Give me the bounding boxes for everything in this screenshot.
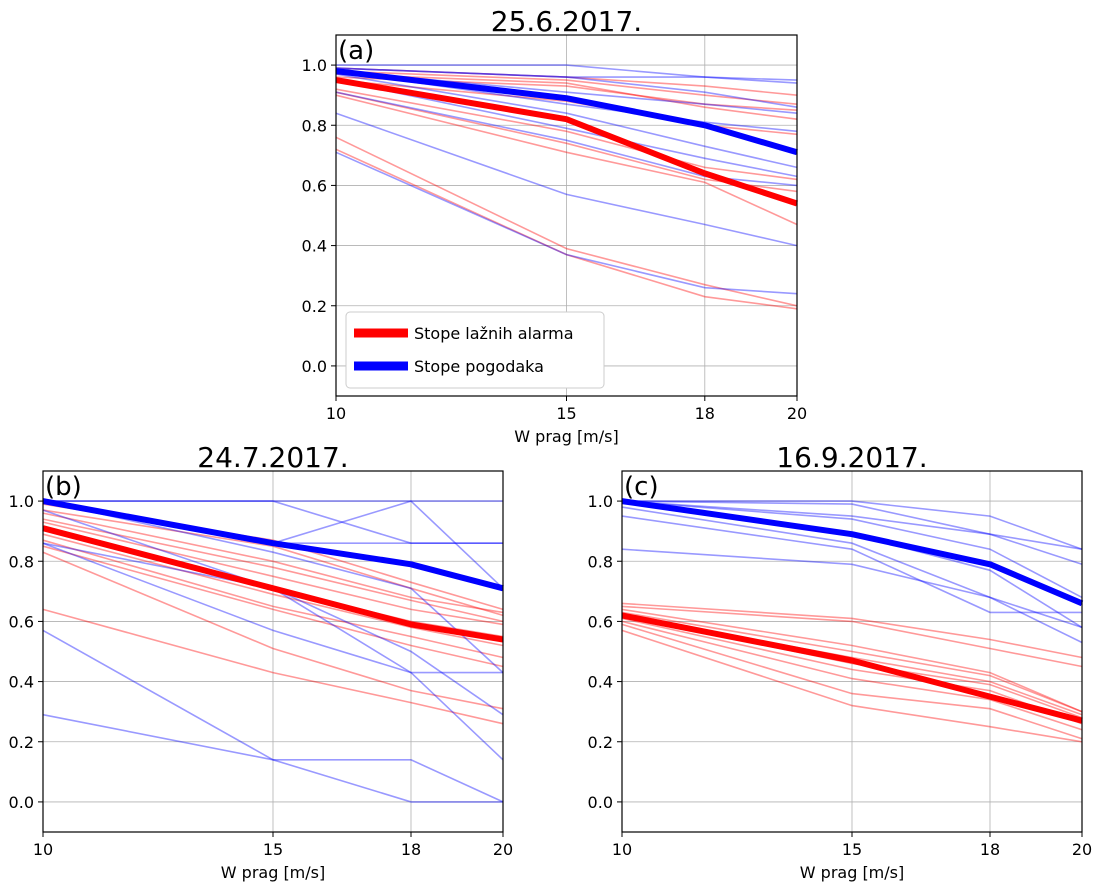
false-alarm-member-line (42, 509, 504, 617)
chart-title: 24.7.2017. (197, 441, 348, 474)
y-tick-label: 0.6 (302, 176, 327, 195)
legend-label-false-alarm: Stope lažnih alarma (414, 324, 574, 343)
hit-mean-line (42, 498, 504, 592)
hit-member-line (621, 548, 1083, 644)
y-tick-label: 0.8 (302, 116, 327, 135)
false-alarm-member-line (621, 629, 1083, 743)
hit-member-line (335, 67, 798, 84)
false-alarm-member-line (335, 148, 798, 310)
hit-member-line (621, 500, 1083, 566)
x-tick-label: 15 (842, 840, 862, 859)
false-alarm-member-line (42, 521, 504, 626)
hit-member-line (621, 500, 1083, 550)
false-alarm-member-line (621, 623, 1083, 740)
false-alarm-member-line (42, 533, 504, 647)
false-alarm-member-line (42, 545, 504, 668)
false-alarm-member-line (335, 94, 798, 226)
x-tick-label: 18 (695, 404, 715, 423)
y-tick-label: 1.0 (302, 56, 327, 75)
false-alarm-member-line (42, 551, 504, 710)
false-alarm-member-line (42, 539, 504, 659)
hit-mean-line (335, 68, 798, 156)
y-tick-label: 0.2 (302, 297, 327, 316)
false-alarm-member-line (335, 136, 798, 307)
false-alarm-member-line (335, 73, 798, 120)
panel-label: (a) (338, 36, 374, 66)
hit-member-line (335, 67, 798, 108)
hit-member-line (336, 64, 798, 81)
y-tick-label: 0.8 (588, 552, 613, 571)
false-alarm-member-line (42, 608, 504, 725)
x-tick-label: 10 (612, 840, 632, 859)
hit-member-line (621, 506, 1083, 629)
x-axis-label: W prag [m/s] (800, 863, 904, 882)
y-tick-label: 0.0 (9, 793, 34, 812)
false-alarm-member-line (335, 67, 798, 96)
y-tick-label: 1.0 (588, 492, 613, 511)
legend: Stope lažnih alarma Stope pogodaka (345, 311, 605, 389)
hit-member-line (621, 500, 1083, 599)
hit-member-line (42, 713, 503, 803)
x-tick-label: 20 (493, 840, 513, 859)
false-alarm-mean-line (42, 525, 504, 643)
x-axis-label: W prag [m/s] (221, 863, 325, 882)
y-tick-label: 0.0 (302, 357, 327, 376)
y-tick-label: 0.8 (9, 552, 34, 571)
y-tick-label: 0.2 (9, 733, 34, 752)
hit-member-line (335, 91, 798, 187)
hit-member-line (335, 73, 798, 169)
hit-member-line (42, 542, 504, 761)
hit-member-line (621, 515, 1082, 614)
y-tick-label: 0.4 (302, 237, 327, 256)
false-alarm-member-line (621, 608, 1083, 713)
x-axis-label: W prag [m/s] (514, 427, 618, 446)
hit-mean-line (621, 498, 1084, 607)
false-alarm-member-line (621, 611, 1083, 713)
false-alarm-mean-line (335, 77, 798, 207)
chart-title: 16.9.2017. (776, 441, 927, 474)
x-tick-label: 10 (33, 840, 53, 859)
hit-member-line (43, 500, 503, 545)
false-alarm-member-line (621, 620, 1083, 731)
y-tick-label: 0.4 (588, 673, 613, 692)
x-tick-label: 18 (980, 840, 1000, 859)
false-alarm-member-line (621, 605, 1083, 668)
chart-panel-3: 10 15 18 20 0.0 0.2 0.4 0.6 0.8 1.0 W prag [m/s] 16… (588, 441, 1093, 882)
false-alarm-member-line (621, 602, 1083, 659)
x-tick-label: 20 (787, 404, 807, 423)
hit-member-line (42, 542, 503, 674)
y-tick-label: 0.6 (9, 612, 34, 631)
x-tick-label: 15 (556, 404, 576, 423)
chart-panel-1: 10 15 18 20 0.0 0.2 0.4 0.6 0.8 1.0 W prag [m/s] 25… (302, 5, 808, 446)
x-tick-label: 15 (263, 840, 283, 859)
panel-label: (b) (45, 472, 82, 502)
y-tick-label: 0.6 (588, 612, 613, 631)
false-alarm-member-line (335, 76, 798, 111)
chart-panel-2: 10 15 18 20 0.0 0.2 0.4 0.6 0.8 1.0 W prag [m/s] 24… (9, 441, 514, 882)
y-tick-label: 0.2 (588, 733, 613, 752)
chart-title: 25.6.2017. (491, 5, 642, 38)
x-tick-label: 18 (401, 840, 421, 859)
x-tick-label: 20 (1072, 840, 1092, 859)
panel-label: (c) (624, 472, 659, 502)
legend-box (345, 311, 605, 389)
legend-label-hit: Stope pogodaka (414, 357, 544, 376)
hit-member-line (622, 500, 1083, 550)
false-alarm-mean-line (621, 612, 1083, 724)
hit-member-line (42, 509, 504, 716)
hit-member-line (42, 629, 504, 803)
y-tick-label: 0.0 (588, 793, 613, 812)
x-tick-label: 10 (326, 404, 346, 423)
false-alarm-member-line (42, 512, 504, 614)
y-tick-label: 1.0 (9, 492, 34, 511)
hit-member-line (335, 112, 798, 247)
false-alarm-member-line (335, 70, 798, 105)
y-tick-label: 0.4 (9, 673, 34, 692)
false-alarm-member-line (42, 518, 504, 623)
hit-member-line (335, 151, 798, 295)
